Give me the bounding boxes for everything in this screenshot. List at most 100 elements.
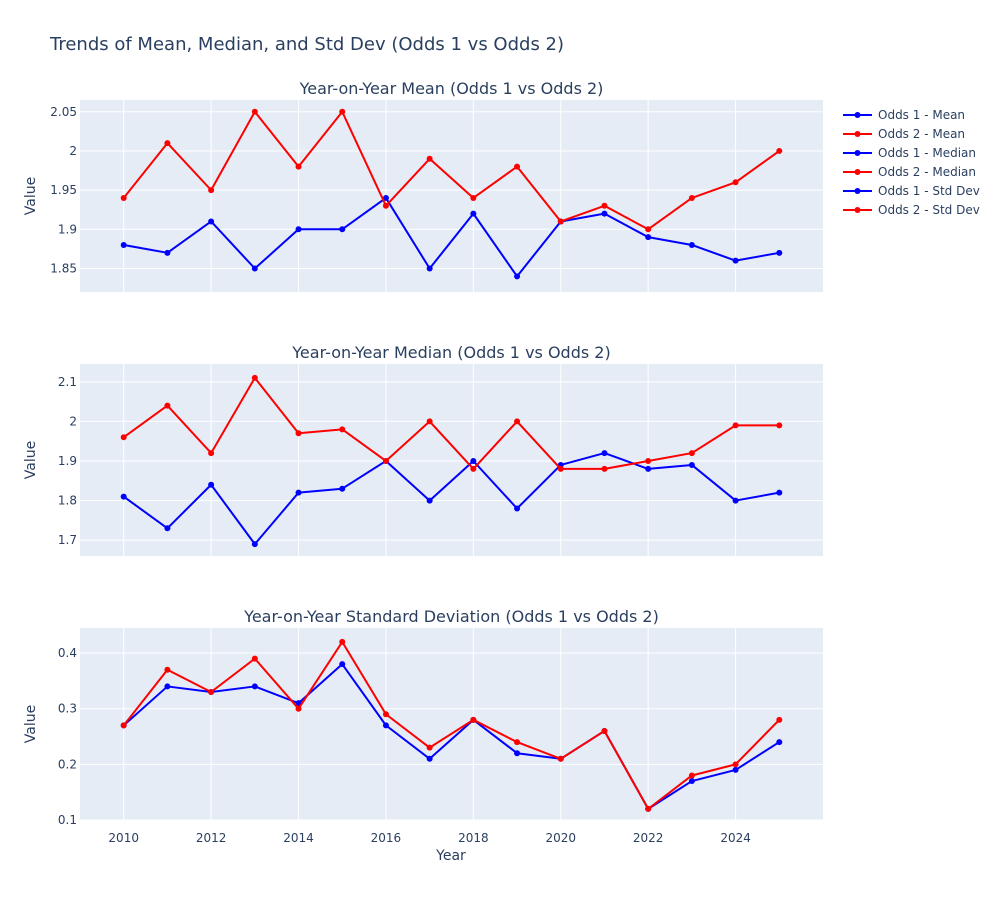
data-point [601, 450, 608, 457]
legend-label: Odds 2 - Std Dev [878, 203, 980, 217]
data-point [251, 374, 258, 381]
x-tick-label: 2012 [196, 831, 227, 845]
data-point [514, 750, 521, 757]
legend[interactable]: Odds 1 - Mean Odds 2 - Mean Odds 1 - Media… [843, 108, 980, 217]
y-axis-title: Value [23, 705, 39, 743]
data-point [426, 755, 433, 762]
data-point [514, 163, 521, 170]
data-point [776, 422, 783, 429]
panel-title: Year-on-Year Mean (Odds 1 vs Odds 2) [299, 79, 604, 98]
data-point [732, 179, 739, 186]
panel-mean: 1.85 1.9 1.95 2 2.05 Year-on-Year Mean (Odds … [23, 79, 823, 292]
x-tick-label: 2022 [633, 831, 664, 845]
data-point [295, 430, 302, 437]
data-point [557, 465, 564, 472]
data-point [776, 489, 783, 496]
series-median-2 [120, 374, 783, 472]
series-line [123, 196, 780, 278]
data-point [557, 218, 564, 225]
y-tick-label: 1.9 [58, 454, 77, 468]
y-axis-title: Value [23, 177, 39, 215]
data-point [164, 249, 171, 256]
data-point [470, 465, 477, 472]
series-line [123, 376, 780, 470]
data-point [732, 257, 739, 264]
y-tick-label: 2 [69, 144, 77, 158]
data-point [339, 638, 346, 645]
series-line [123, 663, 780, 810]
data-point [645, 805, 652, 812]
legend-item[interactable]: Odds 1 - Mean [843, 108, 965, 122]
data-point [426, 155, 433, 162]
panel-std: 2010 2012 2014 2016 2018 2020 2022 2024 0.1 0.2 0.… [23, 607, 823, 845]
series-line [122, 110, 780, 231]
legend-item[interactable]: Odds 2 - Std Dev [843, 203, 980, 217]
plot-background [80, 364, 823, 556]
data-point [208, 481, 215, 488]
data-point [295, 489, 302, 496]
data-point [164, 666, 171, 673]
data-point [601, 210, 608, 217]
legend-item[interactable]: Odds 2 - Mean [843, 127, 965, 141]
data-point [688, 194, 695, 201]
legend-item[interactable]: Odds 1 - Median [843, 146, 976, 160]
data-point [645, 457, 652, 464]
data-point [164, 140, 171, 147]
data-point [164, 683, 171, 690]
data-point [688, 461, 695, 468]
data-point [251, 108, 258, 115]
legend-marker [854, 150, 861, 156]
plot-background [80, 628, 823, 820]
data-point [470, 210, 477, 217]
data-point [514, 273, 521, 280]
x-tick-label: 2014 [283, 831, 314, 845]
data-point [382, 457, 389, 464]
data-point [426, 497, 433, 504]
data-point [426, 418, 433, 425]
data-point [645, 234, 652, 241]
data-point [208, 689, 215, 695]
legend-item[interactable]: Odds 2 - Median [843, 165, 976, 179]
data-point [120, 241, 127, 248]
data-point [732, 761, 739, 768]
x-tick-label: 2024 [720, 831, 751, 845]
y-tick-label: 2.05 [50, 105, 77, 119]
series-mean-2 [120, 108, 783, 233]
data-point [732, 422, 739, 429]
data-point [557, 755, 564, 762]
chart-title: Trends of Mean, Median, and Std Dev (Odd… [49, 34, 564, 55]
x-tick-label: 2016 [371, 831, 402, 845]
data-point [120, 434, 127, 441]
legend-item[interactable]: Odds 1 - Std Dev [843, 184, 980, 198]
y-tick-label: 1.85 [50, 261, 77, 275]
y-tick-label: 1.95 [50, 183, 77, 197]
data-point [470, 457, 477, 464]
data-point [382, 722, 389, 729]
y-tick-label: 1.7 [58, 533, 77, 547]
data-point [382, 711, 389, 718]
data-point [208, 218, 215, 225]
data-point [382, 202, 389, 209]
data-point [295, 226, 302, 233]
y-tick-label: 2 [69, 414, 77, 428]
x-tick-label: 2020 [545, 831, 576, 845]
data-point [339, 226, 346, 233]
x-axis-title: Year [435, 848, 466, 864]
series-line [122, 640, 781, 810]
data-point [688, 450, 695, 457]
series-std-2 [120, 638, 783, 812]
data-point [426, 265, 433, 272]
data-point [382, 194, 389, 201]
data-point [732, 766, 739, 773]
x-tick-label: 2010 [108, 831, 139, 845]
data-point [339, 426, 346, 433]
data-point [251, 683, 258, 690]
data-point [208, 187, 215, 194]
data-point [120, 194, 127, 201]
y-tick-label: 0.1 [58, 813, 77, 827]
data-point [776, 249, 783, 256]
data-point [251, 655, 258, 662]
legend-label: Odds 1 - Median [878, 146, 976, 160]
